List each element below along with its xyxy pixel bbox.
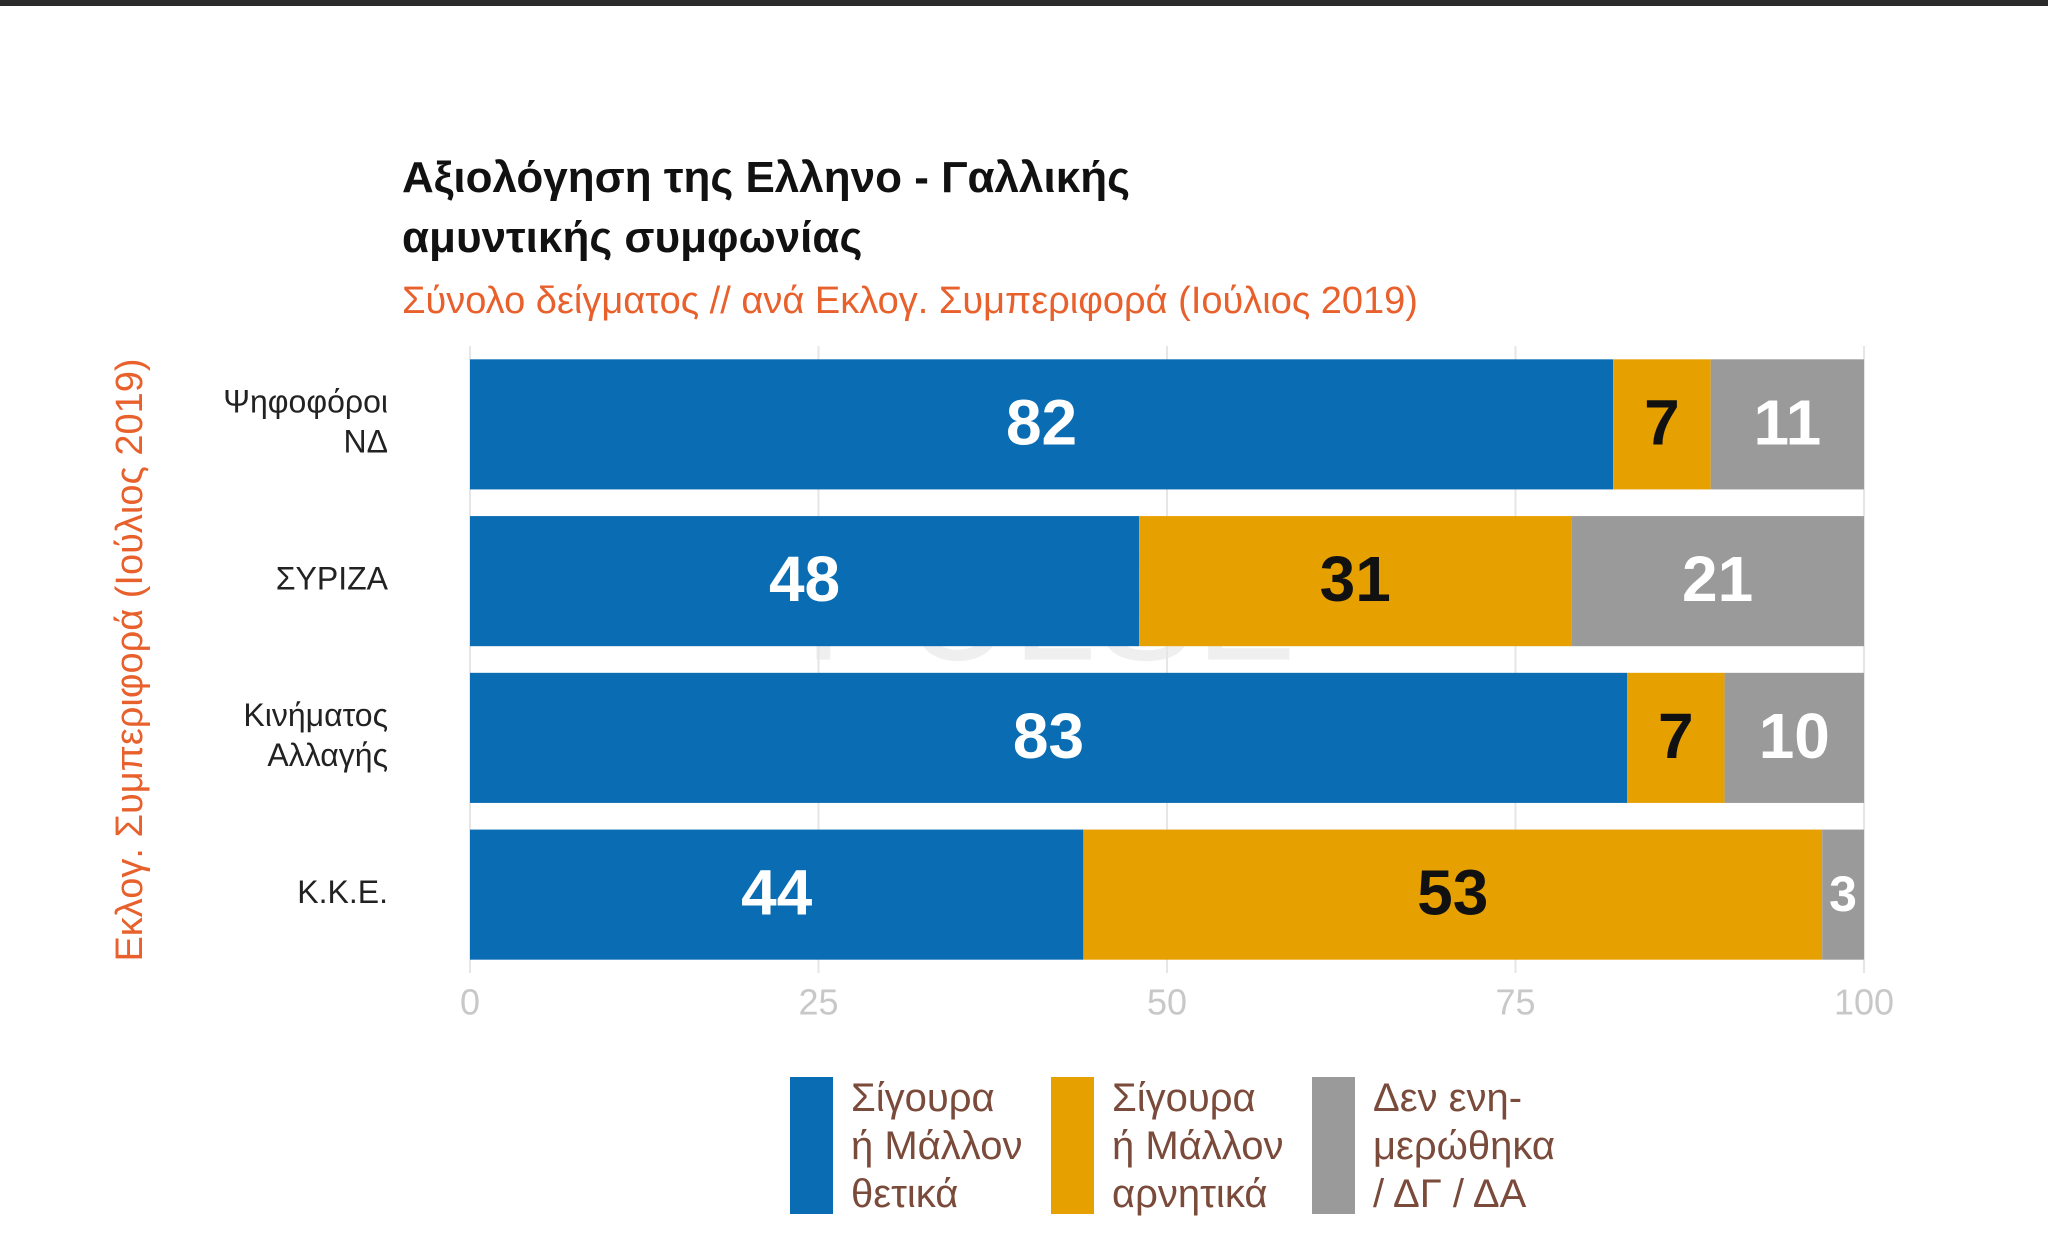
bar-segment: [1710, 359, 1864, 490]
text-line: Αξιολόγηση της Ελληνο - Γαλλικής: [402, 153, 1130, 202]
category-label: Κινήματος Αλλαγής: [243, 697, 388, 773]
value-label: 3: [1829, 866, 1857, 922]
text-line: μερώθηκα: [1373, 1124, 1555, 1168]
y-axis-label: Εκλογ. Συμπεριφορά (Ιούλιος 2019): [109, 358, 151, 961]
value-label: 44: [741, 857, 813, 929]
text-line: ΝΔ: [344, 424, 388, 460]
text-line: / ΔΓ / ΔΑ: [1373, 1172, 1527, 1216]
bar-segment: [1083, 829, 1823, 960]
legend-label: Σίγουρα ή Μάλλον θετικά: [851, 1076, 1022, 1216]
legend-swatch: [790, 1077, 833, 1214]
value-label: 7: [1658, 700, 1694, 772]
text-line: Δεν ενη-: [1373, 1076, 1522, 1120]
text-line: Σίγουρα: [1112, 1076, 1256, 1120]
x-tick-label: 100: [1834, 982, 1894, 1023]
chart-title: Αξιολόγηση της Ελληνο - Γαλλικής αμυντική…: [402, 153, 1130, 262]
value-label: 10: [1759, 700, 1830, 772]
bar-segment: [1613, 359, 1711, 490]
text-line: αρνητικά: [1112, 1172, 1267, 1216]
category-label: Ψηφοφόροι ΝΔ: [223, 384, 388, 460]
value-label: 48: [769, 543, 840, 615]
value-label: 7: [1644, 386, 1680, 458]
text-line: Κινήματος: [243, 697, 388, 733]
chart-subtitle: Σύνολο δείγματος // ανά Εκλογ. Συμπεριφο…: [402, 280, 1418, 322]
value-label: 11: [1754, 386, 1822, 458]
value-label: 82: [1006, 386, 1077, 458]
bar-segment: [1139, 516, 1572, 647]
bar-segment: [470, 516, 1140, 647]
bar-segment: [470, 672, 1628, 803]
value-label: 21: [1682, 543, 1753, 615]
category-label: ΣΥΡΙΖΑ: [276, 561, 389, 597]
text-line: ή Μάλλον: [1112, 1124, 1283, 1168]
category-label: Κ.Κ.Ε.: [297, 874, 388, 910]
legend-swatch: [1312, 1077, 1355, 1214]
bar-segment: [1822, 829, 1864, 960]
text-line: Ψηφοφόροι: [223, 384, 388, 420]
text-line: Αλλαγής: [267, 737, 388, 773]
bar-segment: [1627, 672, 1725, 803]
bar-segment: [1571, 516, 1864, 647]
bar-segment: [1724, 672, 1864, 803]
value-label: 83: [1013, 700, 1084, 772]
top-border: [0, 0, 2048, 6]
x-tick-label: 25: [798, 982, 838, 1023]
x-tick-label: 75: [1495, 982, 1535, 1023]
text-line: αμυντικής συμφωνίας: [402, 213, 862, 262]
legend-label: Δεν ενη-μερώθηκα / ΔΓ / ΔΑ: [1373, 1076, 1555, 1216]
text-line: ή Μάλλον: [851, 1124, 1022, 1168]
x-tick-label: 0: [460, 982, 480, 1023]
bar-segment: [470, 359, 1614, 490]
text-line: θετικά: [851, 1172, 958, 1216]
value-label: 53: [1417, 857, 1488, 929]
legend-swatch: [1051, 1077, 1094, 1214]
text-line: Σίγουρα: [851, 1076, 995, 1120]
value-label: 31: [1320, 543, 1391, 615]
legend-label: Σίγουρα ή Μάλλον αρνητικά: [1112, 1076, 1283, 1216]
bar-segment: [470, 829, 1084, 960]
x-tick-label: 50: [1147, 982, 1187, 1023]
